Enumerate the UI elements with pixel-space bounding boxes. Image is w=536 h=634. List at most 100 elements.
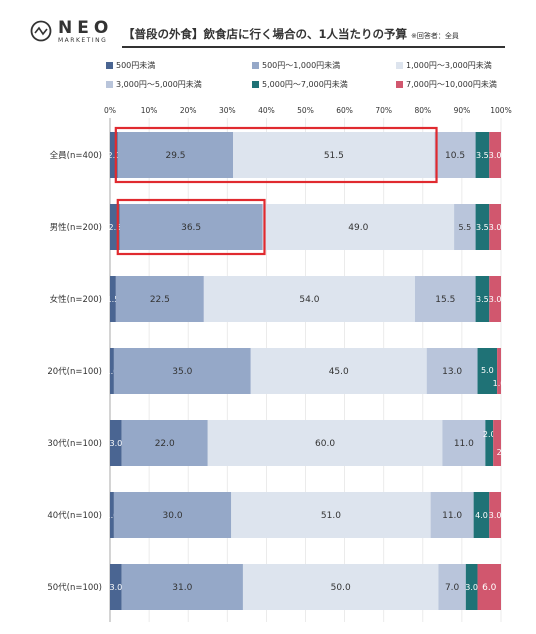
data-label: 30.0: [163, 511, 183, 521]
bar-segment: [233, 132, 435, 178]
data-label: 49.0: [348, 223, 368, 233]
category-label: 50代(n=100): [47, 582, 102, 593]
bar-segment: [231, 492, 431, 538]
logo-text: NEO: [58, 18, 114, 38]
category-label: 全員(n=400): [50, 150, 102, 161]
highlight-box: [116, 198, 266, 256]
bar-segment: [485, 420, 494, 466]
data-label: 3.0: [489, 223, 502, 232]
bar-segment: [110, 420, 122, 466]
x-tick-label: 30%: [219, 106, 236, 115]
data-label: 51.0: [321, 511, 341, 521]
bar-segment: [489, 132, 501, 178]
category-label: 20代(n=100): [47, 366, 102, 377]
data-label: 2.0: [497, 448, 510, 457]
logo-subtext: MARKETING: [58, 37, 108, 44]
bar-segment: [113, 492, 232, 538]
bar-segment: [110, 492, 114, 538]
legend-item: 3,000円～5,000円未満: [106, 79, 202, 90]
legend-swatch: [396, 81, 403, 88]
x-tick-label: 60%: [336, 106, 353, 115]
bar-segment: [121, 564, 243, 610]
data-label: 11.0: [442, 511, 462, 521]
category-label: 女性(n=200): [50, 294, 102, 305]
data-label: 31.0: [172, 583, 192, 593]
bar-segment: [110, 204, 120, 250]
data-label: 1.0: [493, 379, 506, 388]
bar-segment: [465, 564, 478, 610]
bar-segment: [115, 276, 204, 322]
data-label: 13.0: [442, 367, 462, 377]
data-label: 3.0: [489, 151, 502, 160]
data-label: 11.0: [454, 439, 474, 449]
bar-segment: [430, 492, 474, 538]
bar-segment: [110, 276, 116, 322]
bar-segment: [489, 276, 501, 322]
bar-segment: [414, 276, 476, 322]
legend-label: 500円～1,000円未満: [262, 61, 341, 70]
data-label: 7.0: [445, 583, 460, 593]
x-tick-label: 80%: [414, 106, 431, 115]
bar-segment: [475, 276, 490, 322]
data-label: 35.0: [172, 367, 192, 377]
bar-segment: [119, 204, 263, 250]
bar-segment: [262, 204, 455, 250]
chart-title-note: ※回答者：全員: [411, 32, 459, 40]
bar-segment: [475, 132, 490, 178]
data-label: 3.5: [476, 151, 489, 160]
data-label: 3.0: [489, 511, 502, 520]
legend-label: 5,000円～7,000円未満: [262, 80, 348, 89]
data-label: 6.0: [482, 583, 497, 593]
legend-swatch: [106, 81, 113, 88]
bar-segment: [473, 492, 490, 538]
legend-label: 3,000円～5,000円未満: [116, 80, 202, 89]
data-label: 1.0: [106, 511, 119, 520]
data-label: 3.5: [476, 295, 489, 304]
x-tick-label: 90%: [454, 106, 471, 115]
data-label: 3.0: [489, 295, 502, 304]
bar-segment: [113, 348, 251, 394]
header: NEO MARKETING 【普段の外食】飲食店に行く場合の、1人当たりの予算 ※…: [0, 0, 536, 60]
bar-segment: [117, 132, 234, 178]
data-label: 1.0: [106, 367, 119, 376]
chart-title: 【普段の外食】飲食店に行く場合の、1人当たりの予算 ※回答者：全員: [123, 26, 459, 42]
data-label: 10.5: [445, 151, 465, 161]
data-label: 2.0: [483, 430, 496, 439]
bar-segment: [475, 204, 490, 250]
data-label: 4.0: [475, 511, 488, 520]
data-label: 2.5: [109, 223, 122, 232]
x-tick-label: 0%: [104, 106, 116, 115]
x-tick-label: 20%: [180, 106, 197, 115]
data-label: 50.0: [331, 583, 351, 593]
legend-item: 5,000円～7,000円未満: [252, 79, 348, 90]
x-tick-label: 70%: [375, 106, 392, 115]
x-tick-label: 100%: [490, 106, 511, 115]
data-label: 3.5: [476, 223, 489, 232]
data-label: 5.0: [481, 366, 494, 375]
category-label: 30代(n=100): [47, 438, 102, 449]
bar-segment: [110, 132, 118, 178]
highlight-box: [114, 126, 438, 184]
data-label: 36.5: [181, 223, 201, 233]
bar-segment: [426, 348, 478, 394]
bar-segment: [477, 564, 501, 610]
data-label: 22.0: [155, 439, 175, 449]
bar-segment: [493, 420, 501, 466]
data-label: 3.0: [465, 583, 478, 592]
title-underline: [122, 46, 505, 48]
data-label: 22.5: [150, 295, 170, 305]
neo-logo-icon: [30, 20, 52, 42]
bar-segment: [477, 348, 498, 394]
bar-segment: [454, 204, 476, 250]
x-tick-label: 50%: [297, 106, 314, 115]
legend-item: 1,000円～3,000円未満: [396, 60, 492, 71]
bar-segment: [242, 564, 439, 610]
bar-segment: [121, 420, 208, 466]
chart-title-text: 【普段の外食】飲食店に行く場合の、1人当たりの予算: [123, 27, 407, 41]
data-label: 51.5: [324, 151, 344, 161]
legend-swatch: [396, 62, 403, 69]
legend-swatch: [106, 62, 113, 69]
legend-item: 7,000円～10,000円未満: [396, 79, 497, 90]
category-label: 男性(n=200): [50, 222, 102, 233]
